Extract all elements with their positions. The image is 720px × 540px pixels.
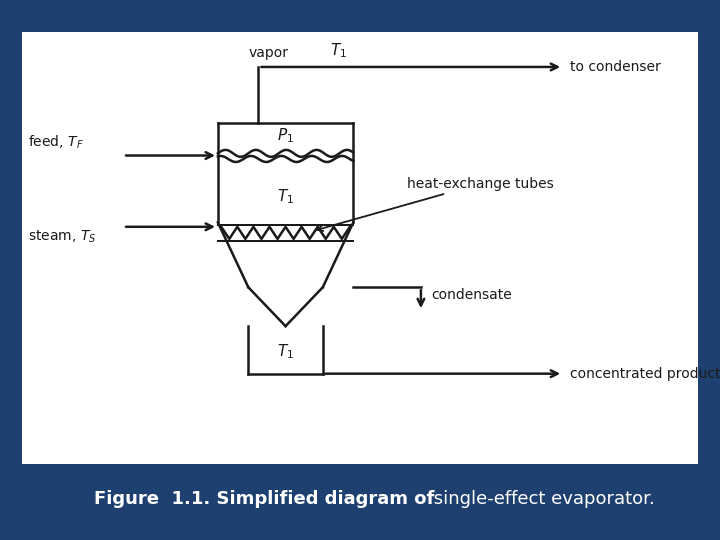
Text: single-effect evaporator.: single-effect evaporator. [428, 490, 655, 509]
Text: Figure  1.1. Simplified diagram of: Figure 1.1. Simplified diagram of [94, 490, 434, 509]
Text: heat-exchange tubes: heat-exchange tubes [318, 177, 554, 231]
Text: $T_1$: $T_1$ [277, 187, 294, 206]
Text: feed, $T_F$: feed, $T_F$ [28, 134, 84, 151]
Text: $T_1$: $T_1$ [330, 42, 346, 60]
Text: to condenser: to condenser [570, 60, 660, 74]
Text: $P_1$: $P_1$ [277, 127, 294, 145]
Text: condensate: condensate [431, 288, 512, 302]
Text: $T_1$: $T_1$ [277, 343, 294, 361]
Text: concentrated product: concentrated product [570, 367, 720, 381]
Text: steam, $T_S$: steam, $T_S$ [28, 229, 96, 245]
Text: vapor: vapor [248, 46, 288, 60]
